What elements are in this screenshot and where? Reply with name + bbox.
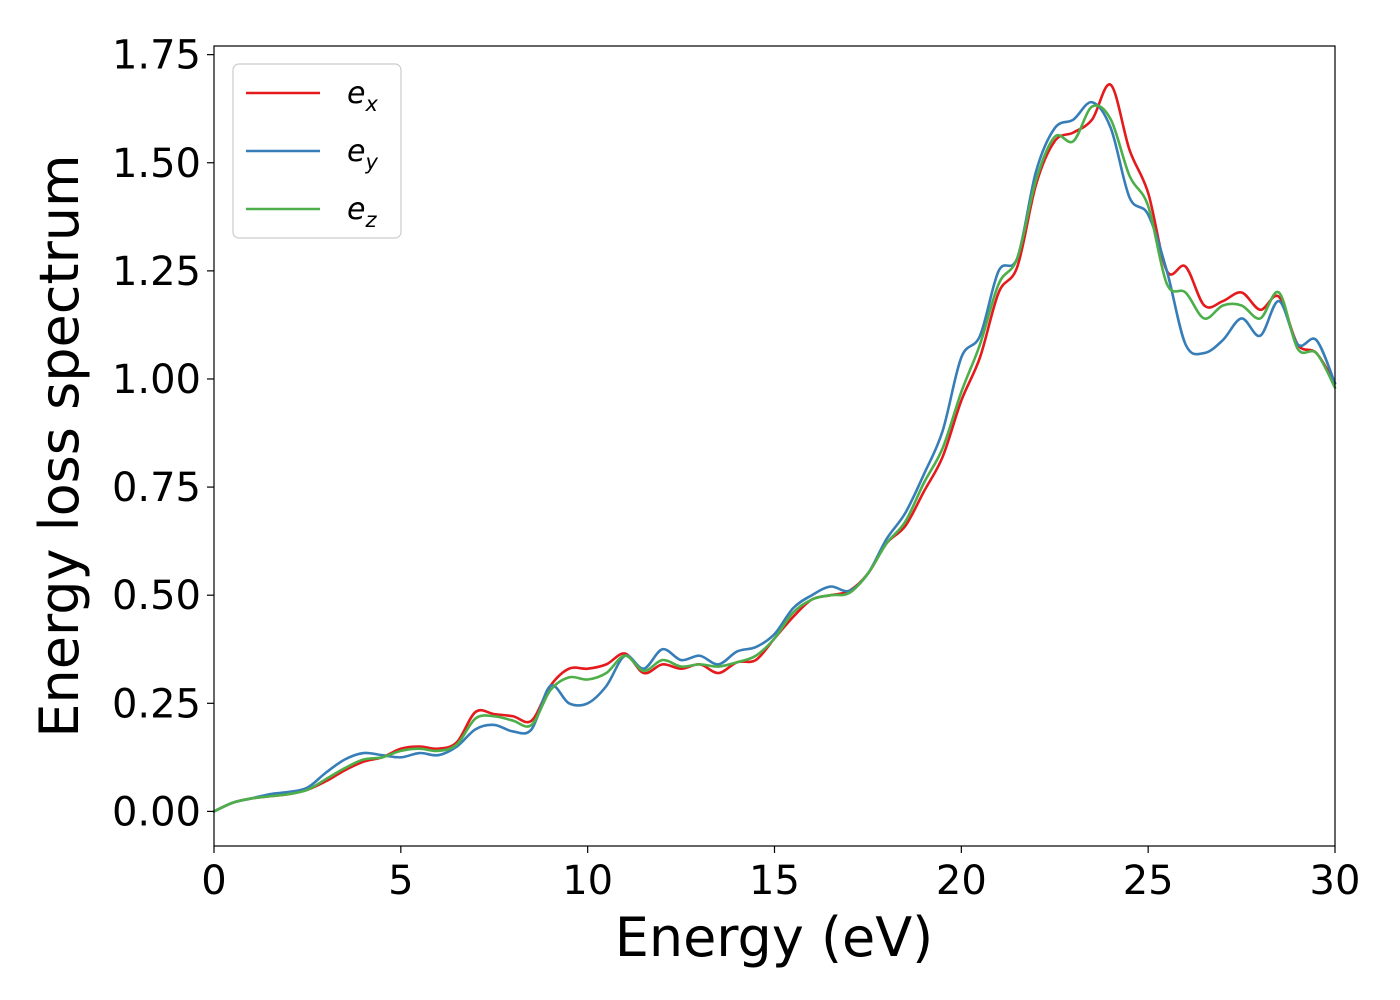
x-axis-label: Energy (eV) <box>615 906 934 969</box>
y-tick-label: 0.25 <box>112 681 201 727</box>
series-line-z <box>212 104 1337 813</box>
y-tick-label: 1.50 <box>112 141 201 187</box>
x-axis: 0 5 10 15 20 25 30 <box>201 846 1360 904</box>
x-tick-label: 0 <box>201 858 226 904</box>
x-tick-label: 15 <box>749 858 800 904</box>
x-tick-label: 5 <box>388 858 413 904</box>
legend-label-z: ez <box>347 192 377 232</box>
x-tick-label: 20 <box>936 858 987 904</box>
legend-label-x: ex <box>347 76 378 116</box>
y-tick-label: 0.75 <box>112 465 201 511</box>
y-axis-label: Energy loss spectrum <box>28 154 91 737</box>
x-tick-label: 10 <box>562 858 613 904</box>
y-axis: 0.00 0.25 0.50 0.75 1.00 1.25 1.50 1.75 <box>112 33 214 835</box>
y-tick-label: 1.75 <box>112 33 201 79</box>
legend-label-y: ey <box>347 134 378 174</box>
y-tick-label: 1.00 <box>112 357 201 403</box>
series-line-y <box>212 100 1337 813</box>
series-layer <box>212 83 1337 813</box>
legend: ex ey ez <box>232 63 402 239</box>
y-tick-label: 1.25 <box>112 249 201 295</box>
x-tick-label: 25 <box>1123 858 1174 904</box>
y-tick-label: 0.00 <box>112 789 201 835</box>
x-tick-label: 30 <box>1310 858 1361 904</box>
y-tick-label: 0.50 <box>112 573 201 619</box>
